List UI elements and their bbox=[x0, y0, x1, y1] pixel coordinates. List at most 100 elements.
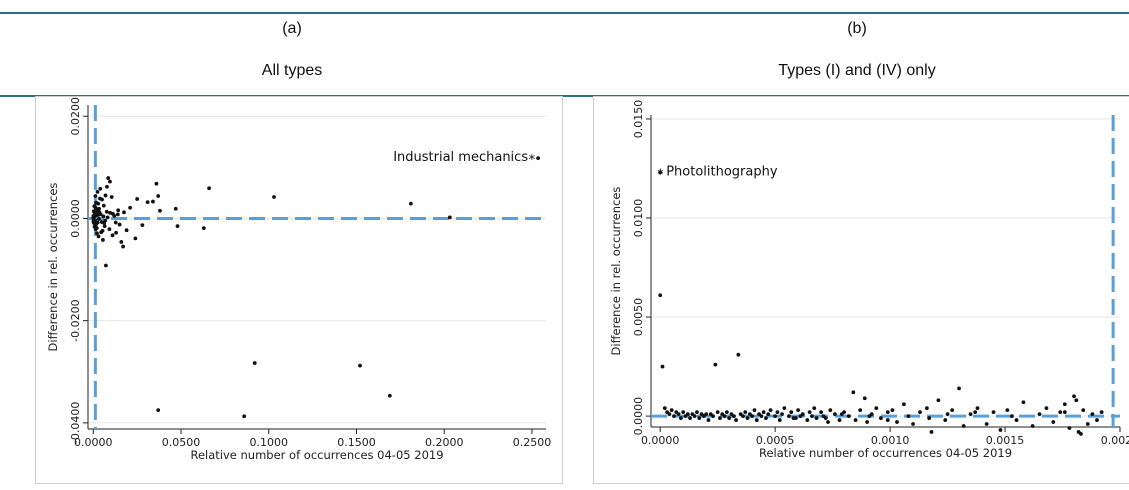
data-point bbox=[110, 233, 115, 238]
data-point bbox=[752, 408, 757, 413]
data-point bbox=[662, 406, 667, 411]
y-tick-label: 0.0050 bbox=[632, 298, 645, 337]
data-point bbox=[1067, 426, 1072, 430]
data-point bbox=[768, 408, 773, 413]
data-point bbox=[1005, 408, 1010, 413]
data-point bbox=[718, 416, 722, 420]
data-point bbox=[658, 293, 663, 298]
y-axis-title: Difference in rel. occurrences bbox=[609, 187, 623, 356]
data-point bbox=[119, 240, 124, 244]
data-point bbox=[713, 362, 718, 367]
data-point bbox=[1058, 410, 1063, 415]
data-point bbox=[272, 195, 276, 199]
data-point bbox=[823, 416, 828, 420]
data-point bbox=[114, 230, 118, 235]
data-point bbox=[745, 416, 750, 420]
data-point bbox=[761, 410, 766, 415]
data-point bbox=[1076, 430, 1081, 434]
data-point bbox=[105, 215, 110, 220]
data-point bbox=[706, 418, 711, 422]
x-tick-label: 0.0000 bbox=[641, 434, 680, 447]
data-point bbox=[924, 406, 929, 411]
data-point bbox=[128, 205, 133, 210]
y-tick-label: -0.0400 bbox=[69, 402, 82, 444]
x-tick-label: 0.0005 bbox=[756, 434, 795, 447]
data-point bbox=[927, 416, 932, 420]
data-point bbox=[945, 412, 950, 417]
data-point bbox=[810, 414, 814, 419]
y-tick-label: 0.0100 bbox=[632, 199, 645, 238]
data-point bbox=[766, 412, 771, 417]
panel-a-letter: (a) bbox=[282, 20, 302, 37]
y-tick-label: 0.0200 bbox=[69, 97, 82, 135]
annotation-marker: * bbox=[657, 167, 664, 182]
data-point bbox=[105, 184, 109, 189]
data-point bbox=[124, 228, 129, 233]
data-point bbox=[968, 412, 973, 417]
data-point bbox=[156, 194, 161, 198]
data-point bbox=[862, 396, 867, 401]
data-point bbox=[853, 418, 858, 422]
data-point bbox=[1051, 420, 1056, 424]
data-point bbox=[115, 212, 120, 217]
x-tick-label: 0.1000 bbox=[249, 436, 288, 449]
data-point bbox=[135, 197, 140, 201]
data-point bbox=[812, 406, 817, 411]
data-point bbox=[839, 412, 844, 417]
data-point bbox=[151, 199, 155, 204]
data-point bbox=[1037, 412, 1042, 417]
data-point bbox=[93, 194, 98, 198]
header-rule bbox=[0, 95, 1129, 97]
data-point bbox=[96, 234, 101, 239]
data-point bbox=[724, 410, 729, 415]
data-point bbox=[793, 416, 798, 420]
data-point bbox=[929, 430, 934, 434]
data-point bbox=[536, 156, 541, 161]
x-tick-label: 0.0000 bbox=[74, 436, 113, 449]
data-point bbox=[94, 200, 98, 205]
data-point bbox=[715, 410, 720, 415]
data-point bbox=[1099, 410, 1104, 415]
data-point bbox=[885, 410, 890, 415]
data-point bbox=[773, 414, 778, 419]
x-axis-title: Relative number of occurrences 04-05 201… bbox=[190, 448, 443, 462]
data-point bbox=[787, 414, 791, 419]
data-point bbox=[669, 408, 674, 413]
data-point bbox=[685, 412, 690, 417]
data-point bbox=[113, 220, 118, 225]
data-point bbox=[833, 412, 837, 417]
data-point bbox=[895, 420, 899, 424]
data-point bbox=[117, 222, 122, 227]
data-point bbox=[837, 418, 842, 422]
data-point bbox=[800, 412, 805, 417]
data-point bbox=[145, 200, 150, 204]
data-point bbox=[122, 210, 126, 215]
data-point bbox=[1062, 410, 1067, 415]
data-point bbox=[103, 263, 108, 268]
data-point bbox=[447, 215, 452, 220]
data-point bbox=[807, 410, 812, 415]
data-point bbox=[358, 363, 362, 368]
data-point bbox=[102, 221, 107, 225]
data-point bbox=[695, 410, 699, 415]
data-point bbox=[101, 238, 105, 242]
data-point bbox=[1044, 406, 1049, 411]
data-point bbox=[998, 428, 1003, 432]
data-point bbox=[975, 406, 980, 411]
data-point bbox=[108, 210, 113, 215]
data-point bbox=[100, 228, 105, 233]
data-point bbox=[846, 414, 851, 419]
data-point bbox=[242, 414, 247, 419]
data-point bbox=[777, 418, 782, 422]
data-point bbox=[97, 206, 101, 211]
data-point bbox=[734, 418, 738, 422]
data-point bbox=[1010, 414, 1014, 419]
x-tick-label: 0.2000 bbox=[425, 436, 464, 449]
x-tick-label: 0.0015 bbox=[986, 434, 1025, 447]
data-point bbox=[91, 209, 96, 214]
y-tick-label: 0.0150 bbox=[632, 100, 645, 139]
data-point bbox=[133, 236, 138, 241]
y-tick-label: -0.0200 bbox=[69, 299, 82, 341]
